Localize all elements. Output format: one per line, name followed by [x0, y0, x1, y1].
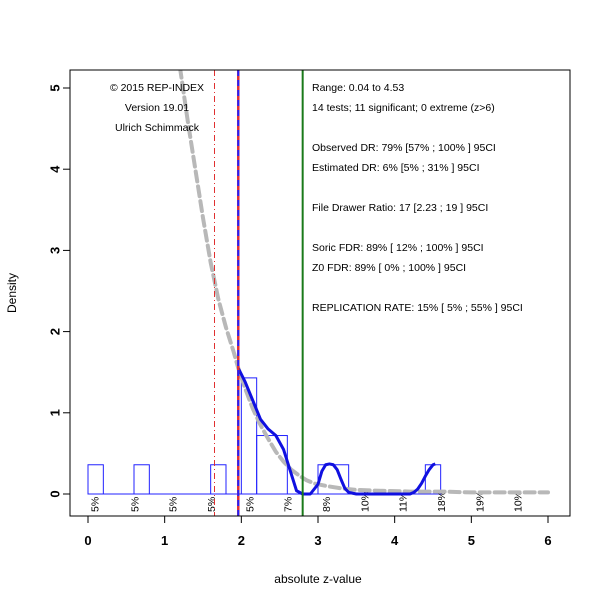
bin-label-10: 19% — [474, 491, 486, 512]
stat-line-7: REPLICATION RATE: 15% [ 5% ; 55% ] 95CI — [312, 302, 523, 314]
histogram-bar-0 — [87, 464, 104, 495]
stat-line-0: Range: 0.04 to 4.53 — [312, 82, 404, 94]
credit-line-2: Ulrich Schimmack — [115, 122, 200, 134]
bin-label-5: 7% — [283, 497, 295, 512]
y-tick-label-1: 1 — [47, 409, 62, 416]
bin-label-8: 11% — [398, 492, 410, 512]
stat-line-2: Observed DR: 79% [57% ; 100% ] 95CI — [312, 142, 496, 154]
bin-label-2: 5% — [168, 497, 180, 512]
observed-density-curve — [236, 367, 436, 496]
x-tick-label-2: 2 — [238, 533, 245, 548]
stat-line-5: Soric FDR: 89% [ 12% ; 100% ] 95CI — [312, 242, 484, 254]
bin-label-0: 5% — [89, 497, 101, 512]
model-curve — [178, 70, 550, 495]
stat-line-3: Estimated DR: 6% [5% ; 31% ] 95CI — [312, 162, 480, 174]
credit-line-0: © 2015 REP-INDEX — [110, 82, 204, 94]
x-tick-label-0: 0 — [84, 533, 91, 548]
bin-label-3: 5% — [206, 497, 218, 512]
bin-label-9: 18% — [436, 491, 448, 512]
stat-line-6: Z0 FDR: 89% [ 0% ; 100% ] 95CI — [312, 262, 466, 274]
histogram-bar-1 — [133, 464, 150, 495]
y-tick-label-3: 3 — [47, 247, 62, 254]
reference-lines — [214, 70, 304, 516]
y-tick-label-0: 0 — [47, 490, 62, 497]
y-tick-label-2: 2 — [47, 328, 62, 335]
bin-label-7: 10% — [359, 491, 371, 512]
credits-annotation: © 2015 REP-INDEX Version 19.01 Ulrich Schi… — [110, 82, 204, 134]
x-tick-label-4: 4 — [391, 533, 399, 548]
y-tick-label-4: 4 — [47, 165, 62, 173]
histogram-bar-2 — [210, 464, 227, 495]
y-tick-label-5: 5 — [47, 84, 62, 91]
y-axis: 0 1 2 3 4 5 — [47, 84, 71, 498]
density-curve-line — [236, 367, 436, 496]
x-axis: 0 1 2 3 4 5 6 — [84, 515, 552, 548]
stat-line-1: 14 tests; 11 significant; 0 extreme (z>6… — [312, 102, 495, 114]
x-tick-label-1: 1 — [161, 533, 168, 548]
x-tick-label-6: 6 — [544, 533, 551, 548]
stat-line-4: File Drawer Ratio: 17 [2.23 ; 19 ] 95CI — [312, 202, 488, 214]
statistics-annotation: Range: 0.04 to 4.53 14 tests; 11 signific… — [312, 82, 523, 314]
y-axis-title: Density — [5, 273, 19, 313]
bin-label-6: 8% — [321, 497, 333, 512]
bin-label-4: 5% — [244, 497, 256, 512]
plot-frame — [69, 69, 571, 517]
x-tick-label-3: 3 — [314, 533, 321, 548]
x-axis-title: absolute z-value — [274, 572, 362, 586]
bin-labels: 5% 5% 5% 5% 5% 7% 8% 10% 11% 18% 19% 10% — [89, 491, 524, 512]
bin-label-1: 5% — [129, 497, 141, 512]
credit-line-1: Version 19.01 — [125, 102, 189, 114]
model-curve-line — [178, 70, 550, 495]
bin-label-11: 10% — [513, 491, 525, 512]
x-tick-label-5: 5 — [468, 533, 475, 548]
